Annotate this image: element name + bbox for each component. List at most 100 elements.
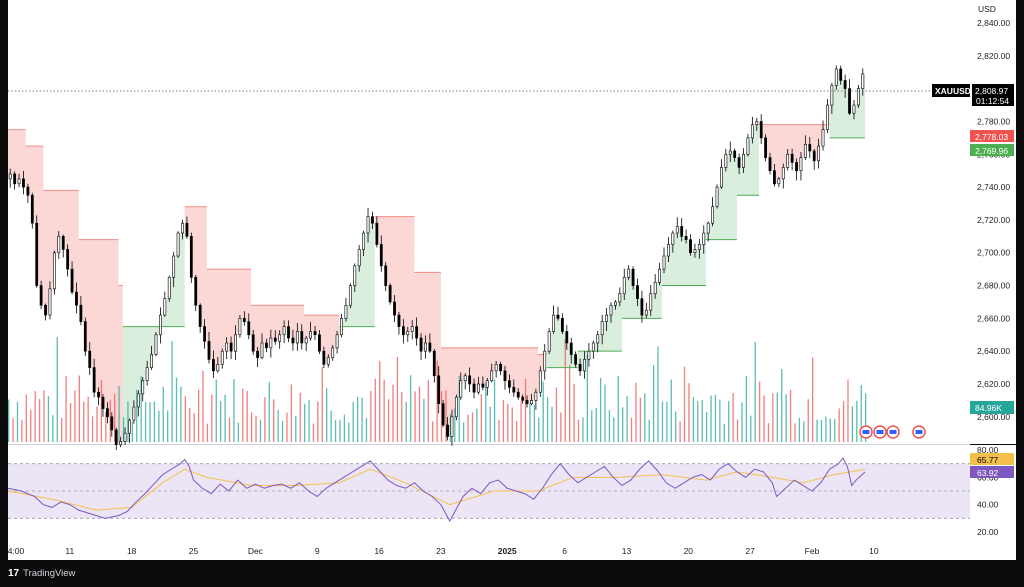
candle-body [251, 334, 255, 352]
tradingview-logo[interactable]: 17 TradingView [8, 568, 75, 579]
volume-bar [825, 416, 827, 442]
candle-body [167, 277, 171, 299]
pane-divider[interactable] [8, 444, 970, 445]
candle-body [340, 318, 343, 336]
candle-body [516, 391, 520, 398]
candle-body [565, 331, 569, 344]
currency-label: USD [978, 4, 996, 14]
volume-bar [626, 396, 628, 442]
rsi-tick-label: 40.00 [977, 500, 999, 510]
supertrend-area [78, 239, 119, 445]
volume-bar [34, 391, 36, 442]
volume-bar [339, 419, 341, 442]
supertrend-area [25, 146, 44, 306]
volume-bar [401, 392, 403, 442]
candle-body [578, 364, 582, 372]
candle-body [459, 380, 463, 398]
volume-bar [409, 375, 412, 442]
rsi-value-tag [970, 466, 1014, 478]
time-axis[interactable] [8, 543, 1016, 560]
candle-body [605, 314, 608, 322]
candle-body [185, 222, 189, 237]
price-tick-label: 2,820.00 [977, 51, 1010, 61]
volume-bar [551, 406, 553, 442]
volume-bar [604, 384, 606, 442]
price-tick-label: 2,780.00 [977, 116, 1010, 126]
volume-bar [392, 384, 394, 442]
supertrend-lower-tag [970, 144, 1014, 156]
candle-body [790, 153, 794, 163]
volume-bar [153, 401, 156, 442]
volume-bar [675, 411, 677, 442]
supertrend-upper-label: 2,778.03 [975, 132, 1008, 142]
time-tick-label: 2025 [498, 546, 517, 556]
volume-bar [52, 415, 54, 442]
volume-bar [507, 403, 509, 442]
candle-body [335, 334, 339, 349]
candle-body [181, 222, 184, 234]
candle-body [720, 167, 723, 188]
volume-bar [767, 423, 770, 442]
volume-bar [842, 400, 845, 442]
candle-body [812, 150, 816, 162]
candle-body [530, 400, 533, 404]
supertrend-area [303, 315, 340, 365]
volume-bar [109, 400, 111, 442]
volume-bar [202, 370, 204, 442]
volume-bar [758, 381, 761, 442]
volume-bar [379, 361, 381, 442]
volume-bar [661, 401, 664, 442]
volume-bar [228, 417, 231, 442]
candle-body [432, 350, 436, 377]
candle-body [711, 206, 714, 224]
candle-body [105, 408, 109, 418]
volume-bar [224, 394, 226, 442]
candle-body [786, 153, 790, 168]
volume-bar [533, 404, 535, 442]
price-axis[interactable] [970, 0, 1016, 444]
candle-body [755, 121, 759, 126]
candle-body [238, 318, 242, 336]
price-tick-label: 2,840.00 [977, 18, 1010, 28]
time-ticks: 4:00 11 18 25 Dec 9 16 23 2025 6 13 20 27 Feb 10 [8, 546, 879, 556]
candle-body [574, 354, 578, 365]
supertrend-lines [8, 124, 865, 369]
volume-bar [736, 419, 739, 442]
time-tick-label: 23 [436, 546, 446, 556]
volume-bar [114, 393, 116, 442]
tradingview-mark-icon: 17 [8, 568, 20, 579]
candle-body [583, 359, 586, 372]
candle-body [97, 391, 100, 398]
volume-bar [56, 337, 58, 442]
volume-bar [167, 410, 169, 442]
candle-body [552, 314, 555, 332]
volume-bar [697, 400, 699, 442]
volume-bar [688, 383, 690, 442]
candle-body [773, 170, 776, 185]
candle-body [614, 301, 617, 306]
candle-body [375, 222, 379, 245]
volume-bar [781, 369, 783, 442]
candle-body [671, 232, 675, 245]
supertrend-area [374, 216, 415, 335]
candle-body [512, 386, 516, 393]
volume-bar [405, 401, 407, 442]
time-tick-label: 9 [315, 546, 320, 556]
candle-body [331, 347, 335, 359]
volume-bar [277, 410, 279, 442]
candle-body [636, 285, 639, 299]
volume-bar [564, 339, 566, 442]
candle-body [768, 157, 772, 171]
volume-bar [16, 401, 19, 442]
volume-tag [970, 401, 1014, 414]
volume-bar [710, 395, 712, 442]
candle-body [371, 216, 374, 224]
candle-body [39, 285, 43, 306]
volume-bar [356, 397, 359, 442]
supertrend-area [440, 347, 539, 437]
candle-body [728, 150, 732, 155]
volume-bar [480, 394, 482, 442]
volume-bar [798, 417, 801, 442]
price-tick-label: 2,620.00 [977, 379, 1010, 389]
